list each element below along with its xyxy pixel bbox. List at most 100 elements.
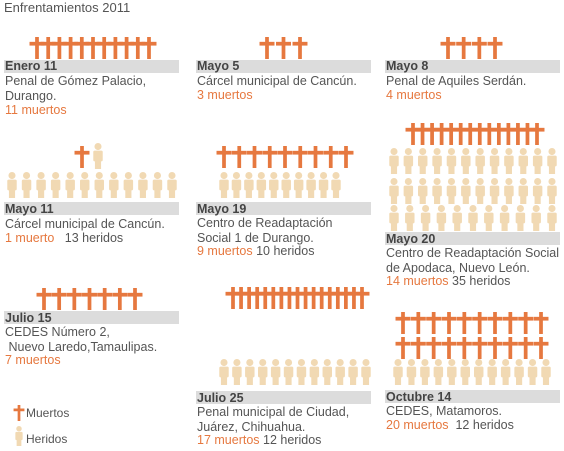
injured-count: 12 heridos (455, 418, 514, 432)
dead-cross-icon (424, 123, 440, 145)
injured-person-icon (80, 172, 90, 198)
injured-person-icon (232, 359, 242, 385)
dead-cross-icon (130, 37, 146, 59)
injured-person-icon (65, 172, 75, 198)
injured-person-icon (281, 172, 291, 198)
injured-person-icon (460, 359, 470, 385)
injured-person-icon (406, 359, 417, 385)
injured-person-icon (447, 359, 457, 385)
dead-cross-icon (233, 287, 249, 309)
injured-person-icon (436, 205, 447, 231)
dead-cross-icon (518, 312, 534, 334)
injured-person-icon (138, 172, 148, 198)
dead-cross-icon (276, 37, 291, 59)
event-counts: 4 muertos (386, 88, 442, 102)
date-band (196, 202, 371, 215)
dead-cross-icon (74, 37, 90, 59)
dead-cross-icon (441, 312, 457, 334)
event-counts: 1 muerto 13 heridos (5, 231, 123, 245)
dead-cross-icon (51, 37, 67, 59)
event-counts: 11 muertos (5, 103, 67, 117)
dead-cross-icon (472, 123, 488, 145)
dead-cross-icon (434, 123, 450, 145)
dead-count: 14 muertos (386, 274, 449, 288)
dead-cross-icon (338, 287, 354, 309)
dead-cross-icon (502, 312, 518, 334)
dead-cross-icon (308, 146, 323, 168)
injured-person-icon (389, 205, 399, 231)
injured-person-icon (432, 148, 442, 174)
dead-cross-icon (249, 287, 265, 309)
dead-cross-icon (338, 146, 354, 168)
injured-person-icon (389, 148, 399, 174)
dead-cross-icon (443, 123, 459, 145)
dead-count: 1 muerto (5, 231, 55, 245)
date-band (385, 60, 560, 73)
event-date: Enero 11 (5, 59, 58, 73)
injured-person-icon (489, 178, 500, 204)
injured-person-icon (532, 178, 543, 204)
dead-cross-icon (410, 312, 426, 334)
dead-cross-icon (29, 37, 45, 59)
dead-count: 17 muertos (197, 433, 260, 447)
injured-person-icon (50, 172, 61, 198)
dead-cross-icon (346, 287, 362, 309)
legend-cross-icon (13, 405, 25, 421)
dead-cross-icon (323, 146, 339, 168)
dead-cross-icon (487, 312, 503, 334)
injured-person-icon (532, 148, 543, 174)
injured-person-icon (123, 172, 134, 198)
injured-person-icon (335, 359, 345, 385)
dead-count: 3 muertos (197, 88, 253, 102)
legend-dead-label: Muertos (26, 406, 70, 420)
dead-cross-icon (257, 287, 273, 309)
dead-cross-icon (426, 312, 442, 334)
dead-cross-icon (216, 146, 232, 168)
dead-cross-icon (40, 37, 56, 59)
dead-cross-icon (491, 123, 507, 145)
dead-cross-icon (440, 37, 456, 59)
injured-person-icon (514, 359, 524, 385)
date-band (4, 202, 179, 215)
injured-person-icon (152, 172, 163, 198)
dead-cross-icon (456, 337, 472, 359)
event-date: Mayo 20 (386, 232, 436, 246)
injured-count: 10 heridos (256, 244, 315, 258)
injured-person-icon (258, 359, 268, 385)
date-band (385, 390, 560, 403)
injured-person-icon (94, 172, 104, 198)
injured-person-icon (547, 178, 557, 204)
event-counts: 3 muertos (197, 88, 253, 102)
injured-person-icon (504, 178, 514, 204)
event-place: Penal de Gómez Palacio, Durango. (5, 74, 147, 103)
injured-person-icon (489, 148, 500, 174)
injured-person-icon (7, 172, 17, 198)
injured-person-icon (531, 205, 541, 231)
dead-count: 4 muertos (386, 88, 442, 102)
injured-person-icon (418, 178, 428, 204)
event-counts: 7 muertos (5, 353, 61, 367)
dead-cross-icon (298, 287, 314, 309)
dead-cross-icon (456, 312, 472, 334)
injured-person-icon (283, 359, 294, 385)
injured-person-icon (219, 359, 229, 385)
dead-cross-icon (51, 288, 67, 310)
dead-cross-icon (241, 287, 257, 309)
injured-person-icon (322, 359, 332, 385)
injured-person-icon (245, 359, 255, 385)
injured-person-icon (515, 205, 526, 231)
legend-person-icon (15, 426, 23, 446)
injured-person-icon (446, 148, 457, 174)
injured-person-icon (527, 359, 538, 385)
injured-person-icon (475, 178, 485, 204)
dead-cross-icon (441, 337, 457, 359)
event-date: Mayo 11 (5, 202, 54, 216)
event-date: Julio 15 (5, 311, 52, 325)
dead-cross-icon (119, 37, 135, 59)
injured-person-icon (418, 148, 428, 174)
event-place: CEDES Número 2, Nuevo Laredo,Tamaulipas. (5, 325, 158, 354)
injured-count: 35 heridos (452, 274, 511, 288)
dead-cross-icon (395, 337, 411, 359)
dead-cross-icon (405, 123, 421, 145)
